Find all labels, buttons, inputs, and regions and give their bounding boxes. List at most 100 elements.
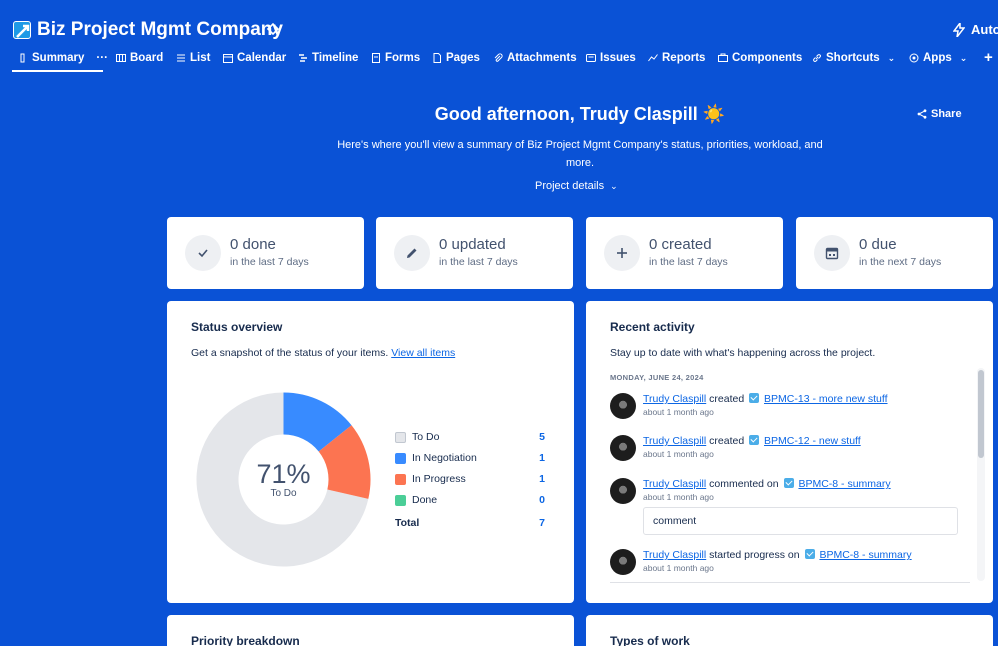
tab-issues[interactable]: Issues (586, 52, 636, 64)
stat-value: 0 due (859, 236, 897, 253)
project-tabs: Summary ··· Board List Calendar Timeline… (0, 48, 998, 73)
activity-text: Trudy Claspill created BPMC-12 - new stu… (643, 435, 861, 447)
legend-swatch (395, 474, 406, 485)
tab-timeline[interactable]: Timeline (298, 52, 358, 64)
avatar[interactable] (610, 435, 636, 461)
issues-icon (586, 53, 596, 63)
donut-center-label: To Do (270, 488, 297, 499)
tab-reports[interactable]: Reports (648, 52, 705, 64)
tab-board[interactable]: Board (116, 52, 163, 64)
view-all-items-link[interactable]: View all items (391, 347, 456, 359)
tab-pages-label: Pages (446, 52, 480, 64)
tab-issues-label: Issues (600, 52, 636, 64)
donut-slice[interactable] (196, 392, 369, 567)
board-icon (116, 53, 126, 63)
stat-caption: in the last 7 days (230, 256, 309, 268)
project-logo-icon[interactable] (13, 21, 31, 39)
donut-slice[interactable] (318, 425, 371, 499)
tab-shortcuts[interactable]: Shortcuts ⌄ (812, 52, 895, 64)
legend-value[interactable]: 0 (539, 494, 545, 506)
reports-icon (648, 53, 658, 63)
activity-date-header: MONDAY, JUNE 24, 2024 (610, 373, 704, 382)
add-tab-button[interactable]: + (984, 49, 993, 66)
legend-swatch (395, 495, 406, 506)
issue-link[interactable]: BPMC-8 - summary (798, 478, 891, 490)
legend-value[interactable]: 1 (539, 452, 545, 464)
tab-attachments[interactable]: Attachments (493, 52, 577, 64)
legend-item[interactable]: To Do 5 (395, 431, 545, 445)
user-link[interactable]: Trudy Claspill (643, 478, 707, 490)
stat-value: 0 created (649, 236, 712, 253)
legend-label: To Do (412, 431, 440, 443)
tab-pages[interactable]: Pages (432, 52, 480, 64)
scrollbar-thumb[interactable] (978, 370, 984, 458)
project-details-toggle[interactable]: Project details ⌄ (535, 180, 618, 192)
user-link[interactable]: Trudy Claspill (643, 435, 707, 447)
share-button[interactable]: Share (917, 108, 962, 120)
stat-caption: in the next 7 days (859, 256, 942, 268)
task-type-icon (749, 435, 760, 445)
stat-card-done[interactable]: 0 done in the last 7 days (167, 217, 364, 289)
activity-time: about 1 month ago (643, 449, 714, 459)
activity-text: Trudy Claspill created BPMC-13 - more ne… (643, 393, 888, 405)
tab-apps[interactable]: Apps ⌄ (909, 52, 967, 64)
automation-button[interactable]: Autor (953, 22, 998, 37)
more-icon[interactable]: ··· (96, 52, 108, 64)
activity-time: about 1 month ago (643, 407, 714, 417)
tab-calendar[interactable]: Calendar (223, 52, 286, 64)
priority-breakdown-title: Priority breakdown (191, 634, 300, 646)
legend-item[interactable]: In Negotiation 1 (395, 452, 545, 466)
comment-preview[interactable]: comment (643, 507, 958, 535)
issue-link[interactable]: BPMC-12 - new stuff (764, 435, 861, 447)
activity-item: Trudy Claspill started progress on BPMC-… (610, 549, 970, 579)
stat-card-due[interactable]: 0 due in the next 7 days (796, 217, 993, 289)
share-icon (917, 109, 927, 119)
donut-percent: 71% (256, 459, 311, 489)
project-details-label: Project details (535, 180, 605, 192)
user-link[interactable]: Trudy Claspill (643, 549, 707, 561)
pencil-icon (394, 235, 430, 271)
top-bar: Biz Project Mgmt Company Autor (0, 0, 998, 48)
tab-forms-label: Forms (385, 52, 421, 64)
legend-value[interactable]: 1 (539, 473, 545, 485)
legend-label: In Progress (412, 473, 466, 485)
activity-text: Trudy Claspill started progress on BPMC-… (643, 549, 912, 561)
legend-swatch (395, 453, 406, 464)
activity-item: Trudy Claspill commented on BPMC-8 - sum… (610, 478, 970, 508)
legend-item[interactable]: In Progress 1 (395, 473, 545, 487)
tab-reports-label: Reports (662, 52, 706, 64)
avatar[interactable] (610, 478, 636, 504)
chevron-down-icon: ⌄ (887, 52, 896, 63)
stat-value: 0 done (230, 236, 276, 253)
legend-value[interactable]: 5 (539, 431, 545, 443)
stat-card-created[interactable]: 0 created in the last 7 days (586, 217, 783, 289)
tab-components[interactable]: Components (718, 52, 802, 64)
recent-activity-panel: Recent activity Stay up to date with wha… (586, 301, 993, 603)
link-icon (812, 53, 822, 63)
tab-shortcuts-label: Shortcuts (826, 52, 880, 64)
check-icon (185, 235, 221, 271)
tab-summary[interactable]: Summary ··· (18, 52, 108, 64)
stat-caption: in the last 7 days (649, 256, 728, 268)
tab-board-label: Board (130, 52, 164, 64)
tab-forms[interactable]: Forms (371, 52, 420, 64)
legend-total-label: Total (395, 517, 420, 529)
greeting-title: Good afternoon, Trudy Claspill ☀️ (434, 104, 726, 124)
donut-slice[interactable] (283, 392, 352, 452)
avatar[interactable] (610, 549, 636, 575)
avatar[interactable] (610, 393, 636, 419)
stat-card-updated[interactable]: 0 updated in the last 7 days (376, 217, 573, 289)
timeline-icon (298, 53, 308, 63)
task-type-icon (804, 549, 815, 559)
share-label: Share (931, 108, 962, 120)
activity-scrollbar[interactable] (977, 368, 985, 581)
legend-total-value[interactable]: 7 (539, 517, 545, 529)
user-link[interactable]: Trudy Claspill (643, 393, 707, 405)
issue-link[interactable]: BPMC-8 - summary (819, 549, 912, 561)
activity-action: started progress on (709, 549, 800, 561)
paint-bucket-icon[interactable] (266, 22, 280, 36)
issue-link[interactable]: BPMC-13 - more new stuff (764, 393, 888, 405)
activity-time: about 1 month ago (643, 492, 714, 502)
tab-list[interactable]: List (176, 52, 210, 64)
legend-item[interactable]: Done 0 (395, 494, 545, 508)
